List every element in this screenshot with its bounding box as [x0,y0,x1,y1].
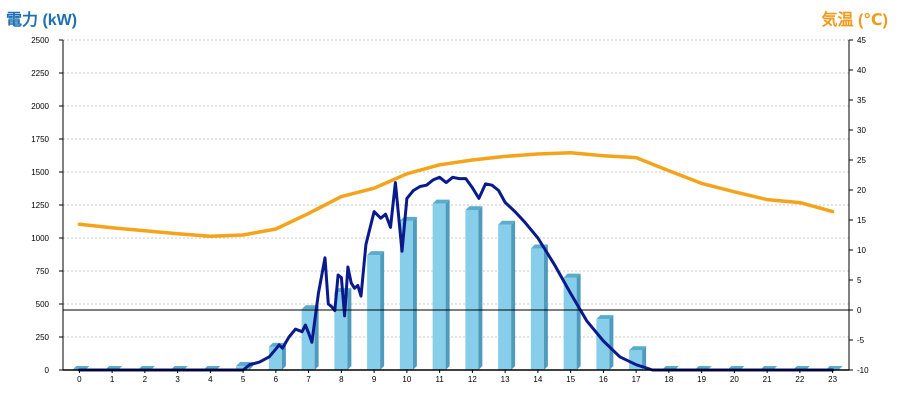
x-tick-label: 0 [77,375,82,384]
x-tick-label: 14 [533,375,542,384]
left-tick-label: 1750 [31,135,49,144]
right-tick-label: 25 [857,156,866,165]
right-tick-label: 5 [857,276,862,285]
left-tick-label: 2000 [31,102,49,111]
x-tick-label: 7 [306,375,311,384]
x-tick-label: 12 [468,375,477,384]
x-tick-label: 11 [435,375,444,384]
bar-side [576,273,581,370]
x-tick-label: 15 [566,375,575,384]
bar-top [563,273,581,278]
tick-labels: 02505007501000125015001750200022502500-1… [31,36,869,384]
left-axis-title: 電力 (kW) [6,12,78,29]
x-tick-label: 22 [795,375,804,384]
x-tick-label: 1 [110,375,115,384]
x-tick-label: 20 [730,375,739,384]
bar-side [445,199,450,370]
x-tick-label: 16 [599,375,608,384]
bar-top [465,206,483,211]
bar [432,199,450,370]
x-tick-label: 17 [632,375,641,384]
bar-front [498,224,512,370]
grid-lines [63,39,849,338]
bar-front [399,220,413,370]
left-tick-label: 2500 [31,36,49,45]
x-tick-label: 10 [402,375,411,384]
temperature-line [77,151,835,238]
bar-top [498,220,516,225]
x-tick-label: 5 [241,375,246,384]
right-tick-label: 40 [857,66,866,75]
line-series [77,151,835,372]
bar [465,206,483,370]
bar-side [380,251,385,370]
x-tick-label: 3 [175,375,180,384]
bar [629,346,647,370]
bar-side [347,288,352,370]
bar-series [72,199,843,370]
bar-side [281,342,286,370]
x-tick-label: 9 [372,375,377,384]
left-tick-label: 2250 [31,69,49,78]
bar-side [609,315,614,370]
bar-front [432,203,446,370]
left-tick-label: 1000 [31,234,49,243]
right-axis-title: 気温 (℃) [821,12,888,29]
right-tick-label: -5 [857,336,865,345]
bar [399,216,417,370]
left-tick-label: 1500 [31,168,49,177]
bar-front [530,248,544,370]
x-tick-label: 18 [664,375,673,384]
left-tick-label: 0 [45,366,50,375]
bar-front [367,255,381,370]
bar [498,220,516,370]
right-tick-label: 0 [857,306,862,315]
bar-top [301,305,319,310]
bar-side [478,206,483,370]
right-tick-label: 20 [857,186,866,195]
bar-top [432,199,450,204]
bar-side [543,244,548,370]
x-tick-label: 6 [274,375,279,384]
right-tick-label: 35 [857,96,866,105]
x-tick-label: 8 [339,375,344,384]
right-tick-label: -10 [857,366,869,375]
bar-front [236,366,250,370]
bar-top [367,251,385,256]
right-tick-label: 15 [857,216,866,225]
bar-front [465,210,479,370]
x-tick-label: 4 [208,375,213,384]
bar-top [596,315,614,320]
right-tick-label: 10 [857,246,866,255]
bar [530,244,548,370]
left-tick-label: 1250 [31,201,49,210]
right-tick-label: 30 [857,126,866,135]
x-tick-label: 2 [143,375,148,384]
bar [367,251,385,370]
x-tick-label: 13 [501,375,510,384]
x-tick-label: 19 [697,375,706,384]
power-line [77,175,835,372]
left-tick-label: 500 [36,300,50,309]
bar-side [412,216,417,370]
bar-top [629,346,647,351]
x-tick-label: 23 [828,375,837,384]
right-tick-label: 45 [857,36,866,45]
left-tick-label: 750 [36,267,50,276]
x-tick-label: 21 [763,375,772,384]
bar-side [511,220,516,370]
bar [596,315,614,370]
left-tick-label: 250 [36,333,50,342]
bar-side [642,346,647,370]
bar-front [596,319,610,370]
